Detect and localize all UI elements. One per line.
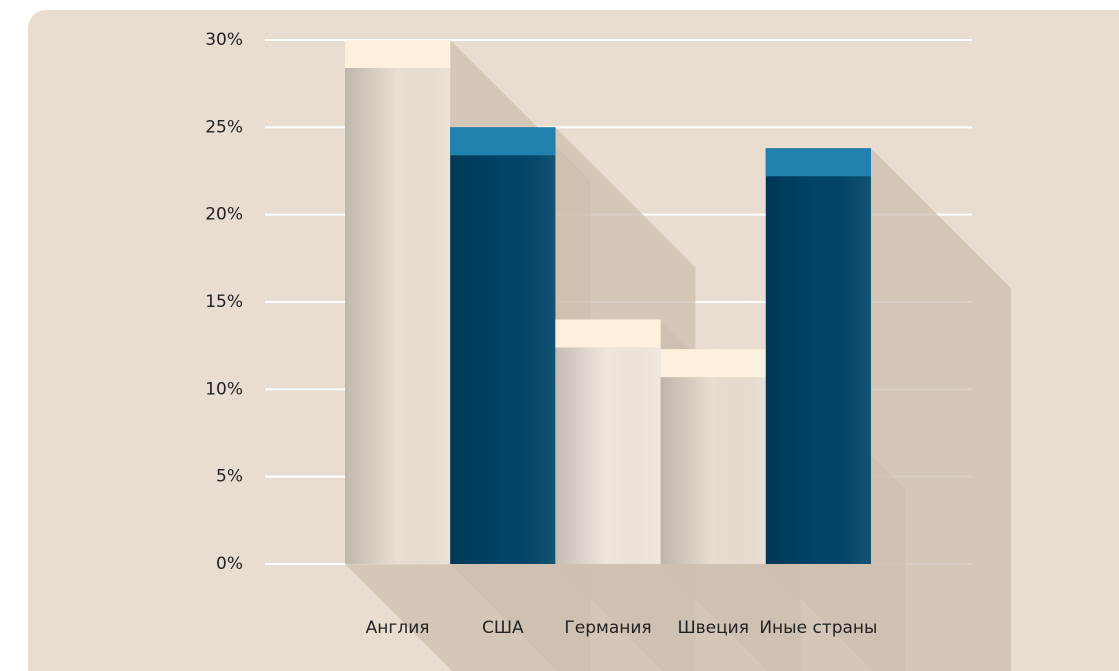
y-tick-label: 10% xyxy=(205,379,243,399)
y-tick-label: 5% xyxy=(216,467,243,487)
y-tick-label: 20% xyxy=(205,205,243,225)
bar-shade xyxy=(765,148,871,564)
bar-shade xyxy=(555,319,661,564)
y-tick-label: 0% xyxy=(216,554,243,574)
bar-cap xyxy=(450,127,556,156)
bar-cap xyxy=(660,349,766,378)
x-tick-label: Англия xyxy=(366,618,430,638)
bar-cap xyxy=(765,148,871,177)
x-tick-label: США xyxy=(482,618,524,638)
x-tick-label: Германия xyxy=(564,618,651,638)
y-tick-label: 15% xyxy=(205,292,243,312)
bar-shade xyxy=(345,40,451,564)
bar-shade xyxy=(660,349,766,564)
y-tick-label: 25% xyxy=(205,117,243,137)
y-tick-label: 30% xyxy=(205,30,243,50)
bar-cap xyxy=(555,319,661,348)
x-tick-label: Швеция xyxy=(677,618,749,638)
bar-cap xyxy=(345,40,451,68)
bar-shade xyxy=(450,127,556,564)
x-tick-label: Иные страны xyxy=(759,618,877,638)
